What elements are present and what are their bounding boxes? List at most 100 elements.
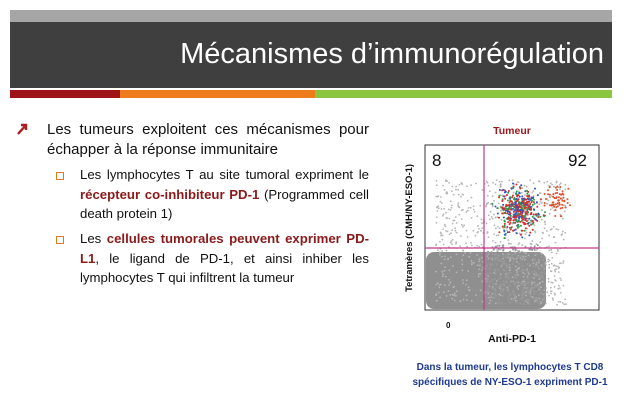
dot — [564, 183, 567, 186]
dot — [545, 302, 547, 305]
dot — [521, 264, 524, 267]
dot — [500, 260, 503, 263]
dot — [513, 205, 516, 208]
dot — [543, 202, 546, 204]
dot — [554, 192, 557, 195]
dot — [554, 209, 557, 211]
dot — [514, 202, 517, 205]
dot — [555, 228, 558, 230]
dot — [551, 297, 554, 300]
dot — [527, 289, 530, 292]
dot — [521, 191, 523, 194]
dot — [540, 218, 543, 221]
dot — [541, 231, 544, 234]
caption-line: spécifiques de NY-ESO-1 expriment PD-1 — [412, 377, 608, 388]
dot — [546, 230, 548, 232]
dot — [526, 281, 529, 284]
dot — [552, 195, 555, 198]
dot — [540, 202, 543, 205]
dot — [497, 248, 500, 251]
dot — [521, 258, 524, 260]
text-run: (Programmed cell death protein 1) — [80, 186, 369, 222]
dot — [555, 206, 558, 209]
dot — [520, 233, 522, 236]
dot — [539, 281, 542, 284]
dot — [511, 292, 514, 295]
dot — [529, 264, 531, 267]
dot — [508, 226, 511, 229]
dot — [507, 191, 510, 194]
dot — [503, 224, 506, 227]
dot — [551, 257, 554, 259]
dot — [439, 283, 442, 286]
dot — [516, 285, 519, 288]
dot — [491, 282, 494, 285]
dot — [532, 290, 535, 293]
dot — [470, 259, 473, 262]
dot — [477, 231, 480, 233]
dot — [508, 179, 511, 182]
dot — [441, 275, 444, 278]
dot — [529, 203, 532, 205]
dot — [516, 226, 519, 229]
dot — [561, 199, 564, 202]
dot — [507, 255, 510, 258]
dot — [527, 277, 530, 280]
dot — [452, 219, 455, 222]
dot — [507, 271, 510, 274]
x-origin-label: 0 — [446, 321, 451, 330]
dot — [512, 219, 515, 222]
dot — [560, 279, 562, 281]
dot — [525, 198, 528, 201]
dot — [448, 182, 450, 184]
dot — [495, 301, 498, 304]
dot — [442, 184, 444, 187]
dot — [444, 225, 447, 228]
dot — [509, 221, 512, 224]
dot — [522, 280, 525, 283]
dot — [500, 276, 503, 279]
dot — [548, 186, 551, 189]
dot — [514, 265, 517, 268]
dot — [552, 193, 555, 196]
dot — [514, 218, 516, 221]
dot — [439, 296, 441, 299]
dot — [530, 211, 533, 214]
dot — [476, 244, 478, 247]
dot — [537, 266, 540, 269]
dot — [491, 263, 494, 266]
dot — [448, 233, 451, 236]
dot — [469, 251, 472, 254]
dot — [503, 219, 506, 222]
dot — [540, 302, 542, 305]
dot — [454, 216, 457, 219]
dot — [471, 244, 473, 247]
dot — [477, 225, 479, 227]
dot — [540, 274, 543, 277]
dot — [440, 202, 443, 204]
dot — [488, 218, 491, 221]
dot — [507, 288, 510, 291]
dot — [507, 207, 510, 210]
dot — [519, 220, 522, 223]
dot — [524, 204, 527, 207]
dot — [533, 298, 536, 301]
dot — [525, 185, 528, 188]
dot — [502, 268, 505, 271]
dot — [557, 287, 560, 290]
dot — [519, 206, 522, 209]
dot — [466, 236, 469, 238]
dot — [550, 292, 552, 295]
dot — [556, 303, 558, 306]
dot — [450, 240, 453, 243]
dot — [450, 256, 452, 258]
dot — [512, 191, 515, 194]
dot — [452, 265, 454, 267]
quadrant-value: 92 — [568, 151, 587, 170]
dot — [540, 271, 543, 274]
dot — [510, 203, 513, 206]
dot — [495, 263, 498, 265]
dot — [522, 205, 525, 208]
dot — [496, 250, 499, 253]
dot — [502, 203, 505, 206]
